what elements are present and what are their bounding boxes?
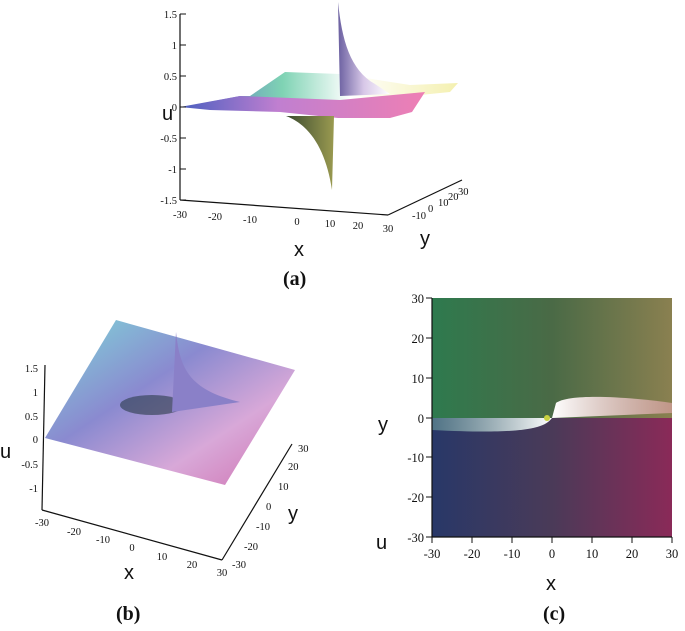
x-tick: 10 xyxy=(157,552,168,563)
y-tick: 10 xyxy=(278,482,289,493)
z-tick: 1.5 xyxy=(164,10,177,21)
panel-c: 30 20 10 0 -10 -20 -30 y u -30 -20 -10 0… xyxy=(370,285,685,605)
x-tick: 30 xyxy=(217,568,228,579)
y-tick: 0 xyxy=(428,204,433,215)
z-tick: -1 xyxy=(168,165,177,176)
x-tick: -10 xyxy=(504,547,521,561)
x-tick: -30 xyxy=(424,547,441,561)
y-tick: 30 xyxy=(412,292,425,306)
streak-left xyxy=(432,418,552,432)
x-tick: 20 xyxy=(353,221,364,232)
y-tick: -20 xyxy=(407,491,424,505)
x-tick: -10 xyxy=(243,215,257,226)
y-tick: 20 xyxy=(288,462,299,473)
trough xyxy=(120,395,184,415)
z-tick: 1 xyxy=(33,388,38,399)
surface-plot-a: 1.5 1 0.5 0 -0.5 -1 -1.5 u -30 -20 -10 0… xyxy=(160,2,469,261)
region-lower xyxy=(432,418,672,537)
spike xyxy=(172,332,240,412)
caption-a: (a) xyxy=(283,268,307,290)
z-tick: -1.5 xyxy=(160,196,177,207)
z-tick: 0 xyxy=(172,103,177,114)
y-tick: -10 xyxy=(412,211,426,222)
y-tick: 30 xyxy=(458,187,469,198)
y-axis-label: y xyxy=(420,228,430,250)
z-tick: -0.5 xyxy=(160,134,177,145)
x-tick: 10 xyxy=(586,547,599,561)
z-tick: -0.5 xyxy=(21,460,38,471)
u-axis-label: u xyxy=(0,441,11,463)
singularity xyxy=(544,415,550,421)
x-tick: 30 xyxy=(383,224,394,235)
streak-right xyxy=(552,396,672,418)
y-tick: 20 xyxy=(448,192,459,203)
x-tick: -20 xyxy=(464,547,481,561)
z-tick: 0.5 xyxy=(164,72,177,83)
x-tick: 0 xyxy=(549,547,555,561)
x-tick: -10 xyxy=(96,535,110,546)
y-tick: 20 xyxy=(412,332,425,346)
x-tick: -30 xyxy=(35,518,49,529)
caption-c: (c) xyxy=(543,603,566,625)
z-tick: -1 xyxy=(29,484,38,495)
spike-positive xyxy=(338,2,390,96)
x-tick: 20 xyxy=(626,547,639,561)
y-tick: -30 xyxy=(232,560,246,571)
y-tick: -10 xyxy=(407,451,424,465)
y-axis-label: y xyxy=(288,503,298,525)
y-tick: -20 xyxy=(244,542,258,553)
panel-a: 1.5 1 0.5 0 -0.5 -1 -1.5 u -30 -20 -10 0… xyxy=(150,0,470,261)
z-tick: 0.5 xyxy=(25,412,38,423)
y-tick: 0 xyxy=(266,502,271,513)
surface-plot-b: 1.5 1 0.5 0 -0.5 -1 u -30 -20 -10 0 10 2… xyxy=(0,320,309,584)
x-tick: -30 xyxy=(173,210,187,221)
y-axis-label: y xyxy=(378,414,388,436)
x-axis-label: x xyxy=(294,239,304,260)
region-upper xyxy=(432,298,672,418)
x-tick: 10 xyxy=(325,219,336,230)
x-tick: -20 xyxy=(208,212,222,223)
x-tick: 20 xyxy=(187,560,198,571)
panel-b: 1.5 1 0.5 0 -0.5 -1 u -30 -20 -10 0 10 2… xyxy=(0,290,330,584)
z-tick: 0 xyxy=(33,435,38,446)
spike-negative xyxy=(286,116,334,190)
x-tick: -20 xyxy=(67,527,81,538)
y-tick: 10 xyxy=(438,198,449,209)
u-label: u xyxy=(376,532,387,554)
y-tick: -30 xyxy=(407,531,424,545)
u-axis-label: u xyxy=(162,103,173,125)
density-plot-c: 30 20 10 0 -10 -20 -30 y u -30 -20 -10 0… xyxy=(376,292,679,595)
x-tick: 30 xyxy=(666,547,679,561)
z-tick: 1 xyxy=(172,41,177,52)
z-tick: 1.5 xyxy=(25,364,38,375)
y-tick: 10 xyxy=(412,372,425,386)
x-tick: 0 xyxy=(294,217,299,228)
x-tick: 0 xyxy=(129,543,134,554)
x-axis-label: x xyxy=(546,573,556,595)
x-axis-label: x xyxy=(124,562,134,580)
caption-b: (b) xyxy=(116,603,141,625)
y-tick: 30 xyxy=(298,444,309,455)
surface-front xyxy=(180,92,425,118)
y-tick: 0 xyxy=(418,412,424,426)
y-tick: -10 xyxy=(256,522,270,533)
